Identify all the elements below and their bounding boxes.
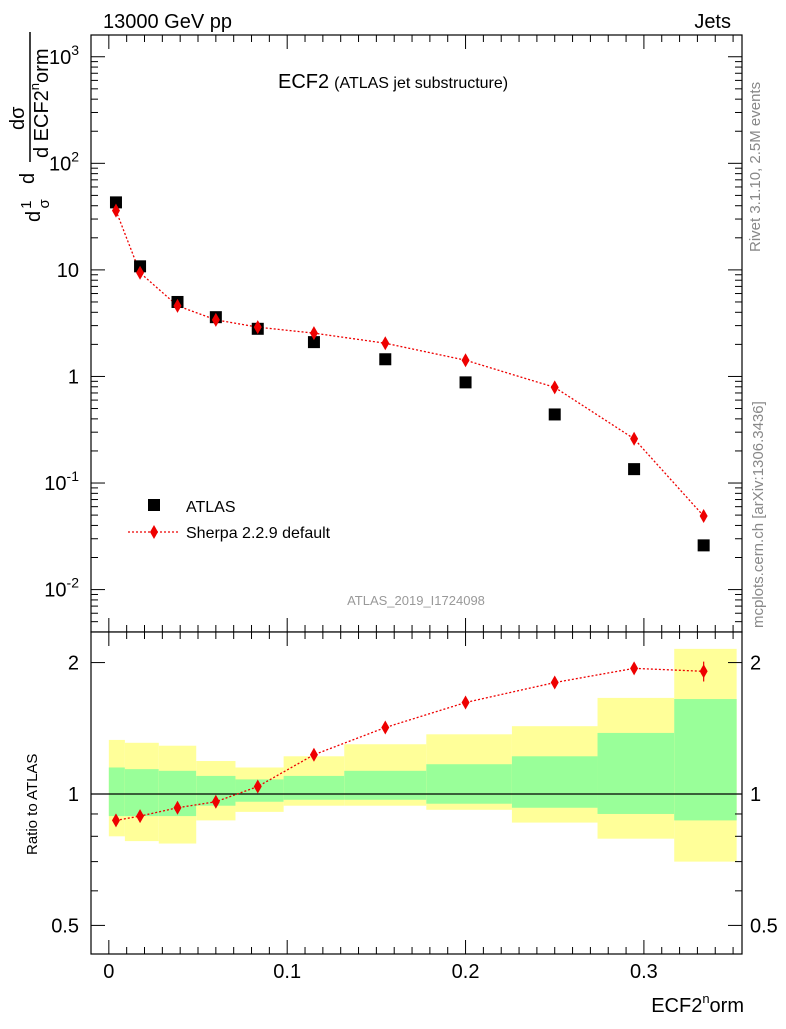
legend-sherpa-label: Sherpa 2.2.9 default [186,525,331,542]
ratio-band-inner [108,767,125,817]
main-y-tick-label: 10 [57,260,79,282]
atlas-point [697,539,710,552]
sherpa-point [699,509,708,524]
ratio-sherpa-point [309,747,318,762]
energy-label: 13000 GeV pp [103,11,232,33]
process-label: Jets [694,11,731,33]
svg-text:d ECF2norm: d ECF2norm [27,49,53,159]
ratio-band-inner [674,699,737,821]
ratio-sherpa-point [111,813,120,828]
ratio-axis-label: Ratio to ATLAS [24,754,41,855]
ratio-sherpa-point [461,695,470,710]
sherpa-point [630,431,639,446]
legend: ATLAS Sherpa 2.2.9 default [128,499,331,542]
ratio-y-tick-label-right: 0.5 [750,915,778,937]
atlas-point [548,408,561,421]
atlas-point [109,196,122,209]
ratio-x-tick-label: 0.2 [452,961,480,983]
atlas-point [379,353,392,366]
sherpa-point [111,203,120,218]
ratio-x-tick-label: 0.3 [630,961,658,983]
analysis-watermark: ATLAS_2019_I1724098 [347,593,485,608]
legend-atlas-marker [148,499,160,511]
ratio-x-tick-label: 0.1 [273,961,301,983]
sherpa-point [309,326,318,341]
ratio-frame [90,631,743,955]
atlas-point [307,336,320,349]
main-y-tick-label: 102 [49,148,79,175]
ratio-band-inner [511,756,598,808]
mcplots-label: mcplots.cern.ch [arXiv:1306.3436] [750,401,767,628]
ratio-band-inner [597,732,675,814]
ratio-axes: 0 0.1 0.2 0.3 0.5 0.5 1 1 2 2 [51,631,778,983]
ratio-y-tick-label-left: 1 [68,784,79,806]
ratio-y-tick-label-left: 0.5 [51,915,79,937]
main-panel [91,35,742,632]
ratio-sherpa-point [211,794,220,809]
ratio-band-inner [344,770,427,800]
svg-text:d: d [17,173,39,184]
sherpa-point [173,298,182,313]
sherpa-point [550,380,559,395]
ratio-y-tick-label-right: 1 [750,784,761,806]
legend-sherpa-marker [150,525,158,539]
ratio-sherpa-point [699,664,708,679]
ratio-sherpa-point [136,809,145,824]
ratio-uncertainty-bands [91,648,742,862]
ratio-band-inner [124,769,159,817]
main-y-tick-label: 10-1 [44,468,79,495]
ratio-series [111,661,708,828]
ratio-sherpa-line [115,667,704,822]
ratio-band-inner [426,764,512,804]
ratio-sherpa-point [173,800,182,815]
main-y-tick-label: 10-2 [44,575,79,602]
ratio-sherpa-point [630,661,639,676]
ratio-x-tick-label: 0 [103,961,114,983]
main-y-tick-label: 1 [68,366,79,388]
y-axis-label: d1σ d dσ d ECF2norm [7,32,53,222]
sherpa-point [381,336,390,351]
ratio-sherpa-point [550,675,559,690]
atlas-point [628,463,641,476]
main-plot-area [91,35,742,632]
legend-atlas-label: ATLAS [186,499,236,516]
x-axis-label: ECF2norm [651,991,744,1017]
svg-text:dσ: dσ [7,106,29,130]
main-y-tick-label: 103 [49,42,79,69]
sherpa-point [136,265,145,280]
ratio-y-tick-label-right: 2 [750,653,761,675]
plot-title: ECF2 (ATLAS jet substructure) [278,71,508,93]
sherpa-point [211,312,220,327]
ratio-y-tick-label-left: 2 [68,653,79,675]
ratio-sherpa-point [253,779,262,794]
ratio-band-inner [235,779,284,802]
atlas-point [459,376,472,389]
sherpa-point [461,353,470,368]
svg-text:d1σ: d1σ [18,199,53,222]
ratio-band-inner [283,775,345,800]
sherpa-point [253,320,262,335]
rivet-version-label: Rivet 3.1.10, 2.5M events [747,82,764,252]
ratio-sherpa-point [381,720,390,735]
main-series [109,196,710,552]
